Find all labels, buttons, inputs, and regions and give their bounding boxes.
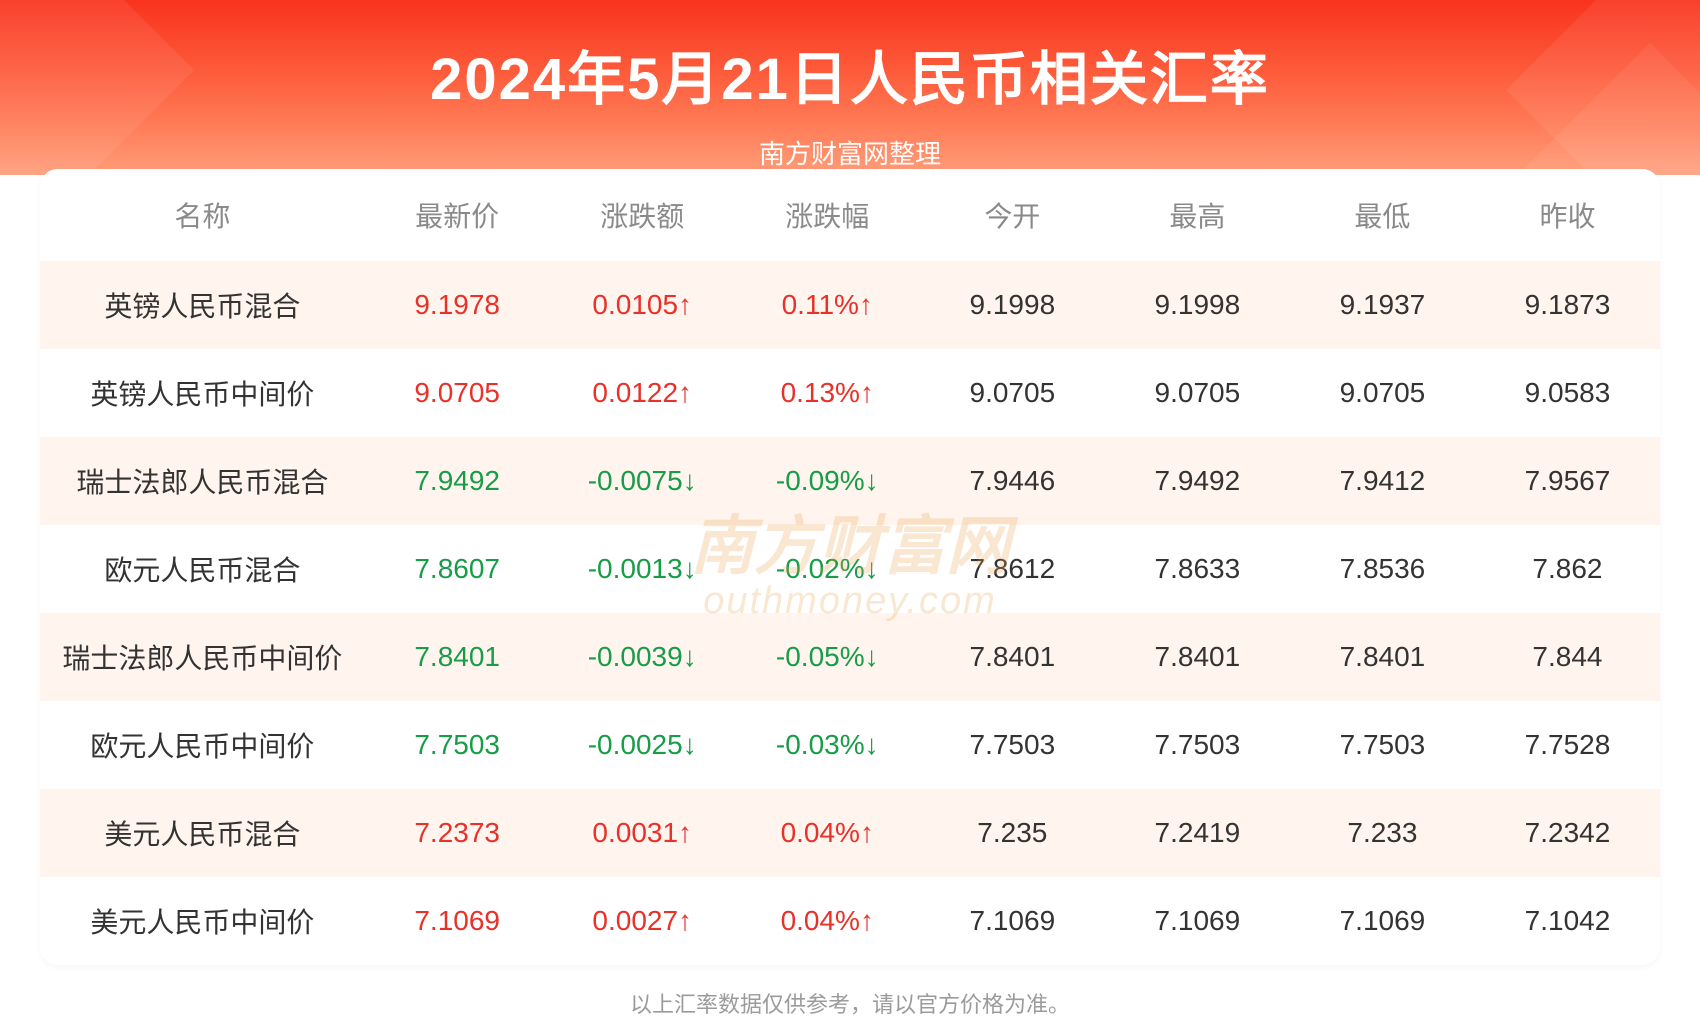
cell-open: 7.8401 (920, 613, 1105, 701)
rates-table-container: 南方财富网 outhmoney.com 名称 最新价 涨跌额 涨跌幅 今开 最高… (40, 169, 1660, 965)
cell-low: 7.9412 (1290, 437, 1475, 525)
cell-prev: 9.1873 (1475, 261, 1660, 349)
cell-low: 7.7503 (1290, 701, 1475, 789)
cell-open: 9.0705 (920, 349, 1105, 437)
cell-change: -0.0013↓ (550, 525, 735, 613)
cell-prev: 7.2342 (1475, 789, 1660, 877)
page-subtitle: 南方财富网整理 (0, 134, 1700, 171)
cell-change: -0.0025↓ (550, 701, 735, 789)
cell-open: 7.235 (920, 789, 1105, 877)
cell-change: -0.0075↓ (550, 437, 735, 525)
cell-change: -0.0039↓ (550, 613, 735, 701)
cell-prev: 9.0583 (1475, 349, 1660, 437)
cell-high: 7.8633 (1105, 525, 1290, 613)
cell-high: 9.0705 (1105, 349, 1290, 437)
cell-open: 7.1069 (920, 877, 1105, 965)
rates-table: 名称 最新价 涨跌额 涨跌幅 今开 最高 最低 昨收 英镑人民币混合9.1978… (40, 169, 1660, 965)
col-high: 最高 (1105, 169, 1290, 261)
cell-pct: -0.02%↓ (735, 525, 920, 613)
cell-high: 7.2419 (1105, 789, 1290, 877)
table-row: 欧元人民币混合7.8607-0.0013↓-0.02%↓7.86127.8633… (40, 525, 1660, 613)
cell-latest: 7.9492 (365, 437, 550, 525)
table-header-row: 名称 最新价 涨跌额 涨跌幅 今开 最高 最低 昨收 (40, 169, 1660, 261)
table-row: 英镑人民币中间价9.07050.0122↑0.13%↑9.07059.07059… (40, 349, 1660, 437)
cell-latest: 7.8401 (365, 613, 550, 701)
table-row: 美元人民币中间价7.10690.0027↑0.04%↑7.10697.10697… (40, 877, 1660, 965)
cell-open: 7.8612 (920, 525, 1105, 613)
cell-latest: 7.7503 (365, 701, 550, 789)
cell-high: 7.1069 (1105, 877, 1290, 965)
cell-open: 7.7503 (920, 701, 1105, 789)
cell-pct: -0.09%↓ (735, 437, 920, 525)
page-title: 2024年5月21日人民币相关汇率 (0, 0, 1700, 116)
cell-pct: 0.13%↑ (735, 349, 920, 437)
col-change: 涨跌额 (550, 169, 735, 261)
cell-prev: 7.862 (1475, 525, 1660, 613)
cell-name: 英镑人民币混合 (40, 261, 365, 349)
cell-name: 欧元人民币混合 (40, 525, 365, 613)
table-row: 欧元人民币中间价7.7503-0.0025↓-0.03%↓7.75037.750… (40, 701, 1660, 789)
header-banner: 2024年5月21日人民币相关汇率 南方财富网整理 (0, 0, 1700, 175)
cell-pct: -0.03%↓ (735, 701, 920, 789)
cell-low: 7.1069 (1290, 877, 1475, 965)
cell-low: 7.8401 (1290, 613, 1475, 701)
cell-change: 0.0105↑ (550, 261, 735, 349)
footer-disclaimer: 以上汇率数据仅供参考，请以官方价格为准。 (0, 987, 1700, 1019)
cell-low: 9.1937 (1290, 261, 1475, 349)
cell-pct: 0.11%↑ (735, 261, 920, 349)
cell-open: 7.9446 (920, 437, 1105, 525)
cell-name: 欧元人民币中间价 (40, 701, 365, 789)
cell-prev: 7.1042 (1475, 877, 1660, 965)
table-row: 瑞士法郎人民币混合7.9492-0.0075↓-0.09%↓7.94467.94… (40, 437, 1660, 525)
cell-name: 瑞士法郎人民币中间价 (40, 613, 365, 701)
cell-change: 0.0122↑ (550, 349, 735, 437)
cell-prev: 7.7528 (1475, 701, 1660, 789)
cell-low: 9.0705 (1290, 349, 1475, 437)
cell-name: 美元人民币中间价 (40, 877, 365, 965)
cell-prev: 7.844 (1475, 613, 1660, 701)
cell-low: 7.8536 (1290, 525, 1475, 613)
cell-pct: -0.05%↓ (735, 613, 920, 701)
col-latest: 最新价 (365, 169, 550, 261)
cell-change: 0.0031↑ (550, 789, 735, 877)
col-pct: 涨跌幅 (735, 169, 920, 261)
cell-prev: 7.9567 (1475, 437, 1660, 525)
col-open: 今开 (920, 169, 1105, 261)
cell-latest: 7.1069 (365, 877, 550, 965)
cell-name: 英镑人民币中间价 (40, 349, 365, 437)
cell-change: 0.0027↑ (550, 877, 735, 965)
cell-high: 7.8401 (1105, 613, 1290, 701)
cell-name: 美元人民币混合 (40, 789, 365, 877)
table-row: 美元人民币混合7.23730.0031↑0.04%↑7.2357.24197.2… (40, 789, 1660, 877)
cell-low: 7.233 (1290, 789, 1475, 877)
cell-high: 9.1998 (1105, 261, 1290, 349)
cell-latest: 9.0705 (365, 349, 550, 437)
table-row: 英镑人民币混合9.19780.0105↑0.11%↑9.19989.19989.… (40, 261, 1660, 349)
cell-pct: 0.04%↑ (735, 789, 920, 877)
col-name: 名称 (40, 169, 365, 261)
cell-pct: 0.04%↑ (735, 877, 920, 965)
cell-latest: 9.1978 (365, 261, 550, 349)
cell-latest: 7.8607 (365, 525, 550, 613)
table-row: 瑞士法郎人民币中间价7.8401-0.0039↓-0.05%↓7.84017.8… (40, 613, 1660, 701)
cell-latest: 7.2373 (365, 789, 550, 877)
cell-high: 7.9492 (1105, 437, 1290, 525)
cell-high: 7.7503 (1105, 701, 1290, 789)
col-prev: 昨收 (1475, 169, 1660, 261)
cell-open: 9.1998 (920, 261, 1105, 349)
col-low: 最低 (1290, 169, 1475, 261)
cell-name: 瑞士法郎人民币混合 (40, 437, 365, 525)
